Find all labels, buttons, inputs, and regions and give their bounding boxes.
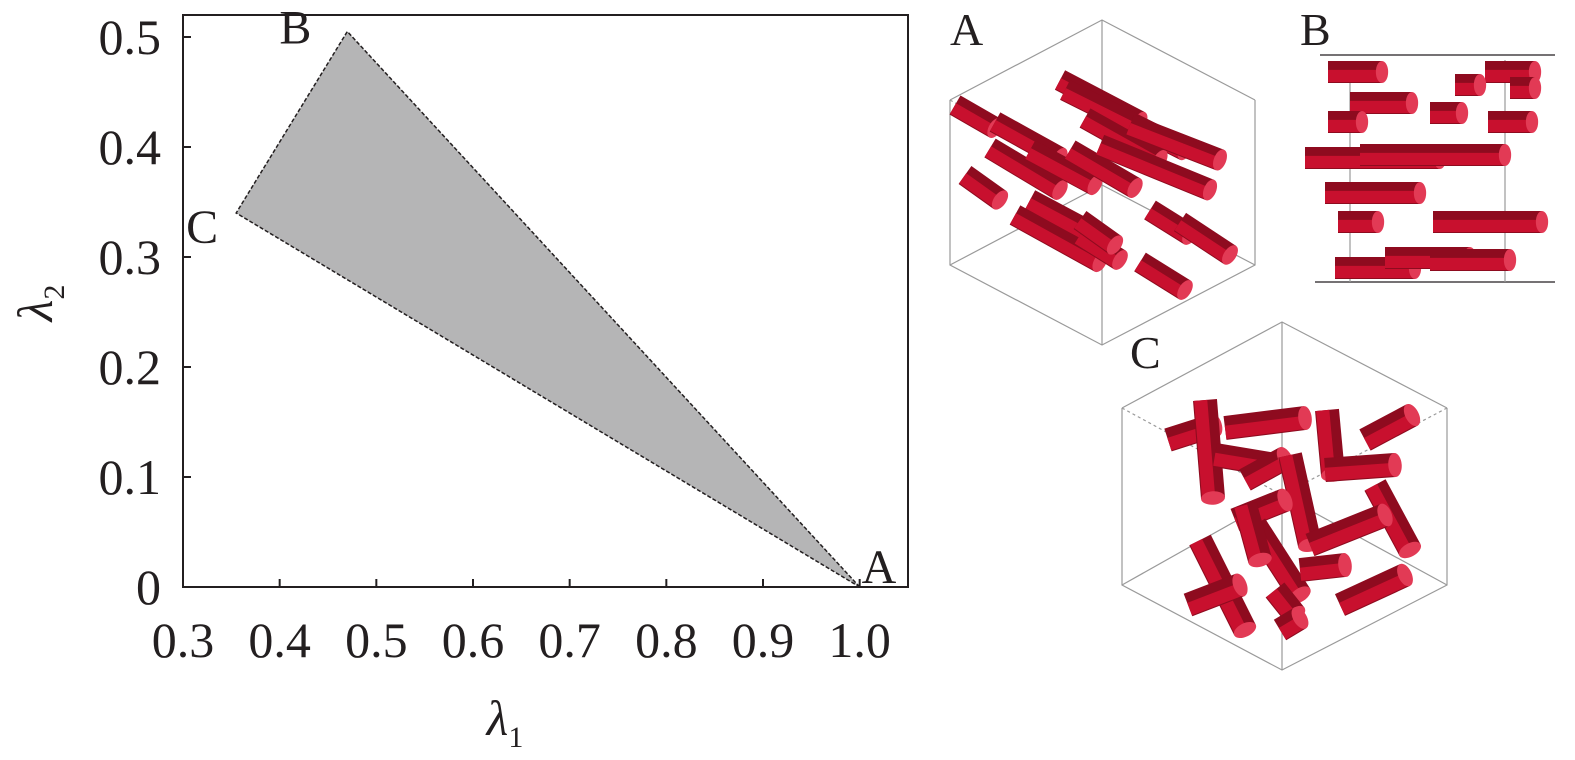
rod <box>1223 406 1312 440</box>
panel-a-rods <box>949 70 1238 300</box>
rod <box>1359 403 1421 451</box>
x-tick-label: 0.8 <box>635 612 698 668</box>
y-tick-label: 0.5 <box>99 9 162 65</box>
rod <box>1273 607 1309 641</box>
rod <box>1334 563 1413 616</box>
y-axis-ticks: 0 0.1 0.2 0.3 0.4 0.5 <box>99 9 191 615</box>
panel-b-label: B <box>1300 4 1331 55</box>
rod <box>1183 573 1248 617</box>
x-axis-label: λ1 <box>485 690 524 754</box>
vertex-labels: A B C <box>186 2 897 595</box>
panel-b-rods <box>1305 61 1549 279</box>
rod <box>1134 252 1193 300</box>
rod <box>1298 553 1352 582</box>
rod <box>1488 111 1539 133</box>
rod <box>1095 134 1218 201</box>
x-axis-ticks: 0.3 0.4 0.5 0.6 0.7 0.8 0.9 1.0 <box>152 579 891 668</box>
rod <box>984 138 1068 200</box>
x-tick-label: 0.3 <box>152 612 215 668</box>
rod <box>1325 182 1427 204</box>
y-tick-label: 0.2 <box>99 339 162 395</box>
rod <box>1485 61 1542 83</box>
rod <box>1455 74 1487 96</box>
rod <box>1328 111 1369 133</box>
phase-diagram-chart: 0.3 0.4 0.5 0.6 0.7 0.8 0.9 1.0 00.10.20.30.40.… <box>7 2 909 754</box>
rod <box>1360 144 1512 166</box>
rod <box>1510 77 1542 99</box>
rod <box>1338 211 1385 233</box>
rod <box>1126 114 1227 171</box>
rod <box>1495 211 1549 233</box>
panel-b-rod-configuration: B <box>1300 4 1555 283</box>
panel-a-label: A <box>950 4 983 55</box>
y-tick-label: 0 <box>136 559 161 615</box>
rod <box>1233 501 1272 568</box>
y-tick-label: 0.4 <box>99 119 162 175</box>
vertex-label-a: A <box>862 541 897 594</box>
rod <box>1324 453 1402 482</box>
vertex-label-b: B <box>279 2 311 55</box>
panel-c-rods <box>1164 399 1422 641</box>
vertex-label-c: C <box>186 201 218 254</box>
x-tick-label: 0.7 <box>538 612 601 668</box>
rod <box>1305 503 1393 557</box>
rod <box>1173 212 1238 265</box>
rod <box>1064 140 1143 198</box>
rod <box>1328 61 1389 83</box>
x-tick-label: 0.6 <box>442 612 505 668</box>
x-tick-label: 0.9 <box>732 612 795 668</box>
plot-frame <box>182 14 909 588</box>
x-tick-label: 0.5 <box>345 612 408 668</box>
rod <box>1193 399 1225 505</box>
rod <box>1350 92 1419 114</box>
y-tick-label: 0.3 <box>99 229 162 285</box>
rod <box>1073 211 1124 255</box>
rod <box>1024 140 1103 196</box>
panel-a-rod-configuration: A <box>949 4 1256 346</box>
y-axis-label: λ2 <box>7 285 71 324</box>
panel-c-rod-configuration: C <box>1121 321 1448 671</box>
allowed-region <box>235 30 861 588</box>
rod <box>1430 249 1517 271</box>
x-tick-label: 0.4 <box>248 612 311 668</box>
panel-c-label: C <box>1130 327 1161 378</box>
x-tick-label: 1.0 <box>828 612 891 668</box>
rod <box>1430 102 1469 124</box>
y-tick-label: 0.1 <box>99 449 162 505</box>
rod <box>958 166 1009 210</box>
